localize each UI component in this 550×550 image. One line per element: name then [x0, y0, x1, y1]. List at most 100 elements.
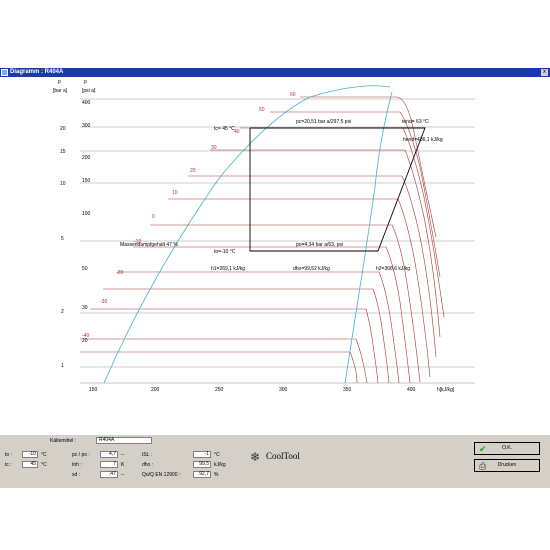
grid — [80, 98, 475, 368]
bar-tick: 1 — [61, 363, 64, 369]
tc-field[interactable]: 45 — [22, 461, 38, 468]
h1-annotation: h1=269,1 kJ/kg — [211, 266, 245, 272]
ph-diagram: p [bar a] p [psi a] 20 15 10 5 2 1 400 3… — [0, 77, 550, 434]
qo-unit: % — [214, 472, 219, 478]
x-axis-ticks: 150 200 250 300 350 400 h[kJ/kg] — [89, 387, 455, 393]
refrigerant-label: Kältemittel : — [50, 438, 77, 444]
results-panel: Kältemittel : R404A to : -10 °C tc : 45 … — [0, 434, 550, 488]
to-annotation: to=-10 °C — [214, 249, 236, 255]
xd-field[interactable]: ,47 — [100, 471, 118, 478]
psi-tick: 20 — [82, 338, 88, 344]
close-icon[interactable]: x — [541, 69, 548, 76]
saturated-vapor-line — [344, 91, 393, 384]
printer-icon: ⎙ — [479, 461, 487, 471]
psi-tick: 300 — [82, 123, 91, 129]
refrigerant-field[interactable]: R404A — [96, 437, 152, 444]
isotherm — [270, 111, 441, 278]
cooltool-logo: CoolTool — [266, 451, 300, 461]
isotherm — [210, 149, 441, 338]
tsl-unit: °C — [214, 452, 220, 458]
temp-label: -20 — [116, 270, 123, 276]
dho-field[interactable]: 99,5 — [193, 461, 211, 468]
isotherm — [150, 224, 421, 383]
temp-label: 60 — [290, 92, 296, 98]
isotherm — [133, 246, 411, 384]
qo-label: Qo/Q EN 12900 : — [142, 472, 181, 478]
bar-tick: 20 — [60, 126, 66, 132]
to-label: to : — [5, 452, 12, 458]
isotherm — [117, 271, 400, 384]
p-bar-unit: [bar a] — [53, 88, 68, 94]
bar-axis-ticks: 20 15 10 5 2 1 — [60, 126, 66, 369]
to-field[interactable]: -10 — [22, 451, 38, 458]
print-button[interactable]: ⎙ Drucken — [474, 459, 540, 472]
xd-label: xd : — [72, 472, 81, 478]
temp-label: 50 — [259, 107, 265, 113]
psi-tick: 30 — [82, 305, 88, 311]
x-tick: 350 — [343, 387, 352, 393]
window-title-bar: Diagramm : R404A x — [0, 68, 550, 77]
isotherm — [103, 288, 390, 384]
isotherm — [188, 175, 437, 358]
toh-label: toh : — [72, 462, 82, 468]
checkmark-icon: ✔ — [479, 444, 487, 454]
mass-vapor-annotation: Massendampfgehalt 47 % — [120, 242, 178, 248]
temp-label: 0 — [152, 214, 155, 220]
tsl-label: tSL : — [142, 452, 153, 458]
psi-tick: 100 — [82, 211, 91, 217]
ok-button[interactable]: ✔ O.K. — [474, 442, 540, 455]
psi-tick: 50 — [82, 266, 88, 272]
temp-label: 10 — [172, 190, 178, 196]
ph-diagram-svg: p [bar a] p [psi a] 20 15 10 5 2 1 400 3… — [53, 79, 475, 393]
cycle-annotations: tc= 45 °C pc=20,51 bar a/297,5 psi tend=… — [120, 119, 443, 272]
p-bar-header: p — [58, 79, 61, 85]
x-axis-unit: h[kJ/kg] — [437, 387, 455, 393]
pressure-ratio-field[interactable]: 4,7 — [100, 451, 118, 458]
temp-label: -40 — [82, 333, 89, 339]
tsl-field[interactable]: -1 — [193, 451, 211, 458]
to-unit: °C — [41, 452, 47, 458]
isotherm — [300, 96, 437, 238]
x-tick: 150 — [89, 387, 98, 393]
snowflake-icon: ❄ — [250, 450, 261, 464]
hend-annotation: hend=436,1 kJ/kg — [403, 137, 443, 143]
psi-tick: 400 — [82, 100, 91, 106]
psi-tick: 200 — [82, 155, 91, 161]
pressure-ratio-unit: -- — [121, 452, 125, 458]
window-title: Diagramm : R404A — [10, 69, 64, 75]
toh-field[interactable]: 7 — [100, 461, 118, 468]
psi-tick: 150 — [82, 178, 91, 184]
x-tick: 200 — [151, 387, 160, 393]
dho-label: dho : — [142, 462, 154, 468]
tc-annotation: tc= 45 °C — [214, 126, 235, 132]
toh-unit: K — [121, 462, 125, 468]
bar-tick: 2 — [61, 309, 64, 315]
x-tick: 300 — [279, 387, 288, 393]
xd-unit: -- — [121, 472, 125, 478]
p-psi-header: p — [84, 79, 87, 85]
isotherm — [90, 308, 379, 384]
tend-annotation: tend= 63 °C — [402, 119, 429, 125]
x-tick: 250 — [215, 387, 224, 393]
psi-axis-ticks: 400 300 200 150 100 50 30 20 — [82, 100, 91, 344]
tc-label: tc : — [5, 462, 12, 468]
temp-label: -10 — [134, 239, 141, 245]
x-tick: 400 — [407, 387, 416, 393]
temp-label: 40 — [234, 129, 240, 135]
ok-button-label: O.K. — [501, 445, 512, 451]
bar-tick: 15 — [60, 149, 66, 155]
temp-label: -30 — [100, 299, 107, 305]
bar-tick: 10 — [60, 181, 66, 187]
po-annotation: po=4,34 bar a/63, psi — [296, 242, 343, 248]
qo-field[interactable]: 92,7 — [193, 471, 211, 478]
cycle-path — [249, 127, 426, 252]
isotherm — [80, 338, 368, 384]
h2-annotation: h2=368,6 kJ/kg — [376, 266, 410, 272]
saturated-liquid-line — [103, 85, 391, 384]
dho-annotation: dho=99,52 kJ/kg — [293, 266, 330, 272]
app-icon — [1, 69, 8, 76]
temp-label: 20 — [190, 168, 196, 174]
pc-annotation: pc=20,51 bar a/297,5 psi — [296, 119, 351, 125]
isotherm — [240, 127, 445, 318]
isotherm — [80, 351, 358, 384]
